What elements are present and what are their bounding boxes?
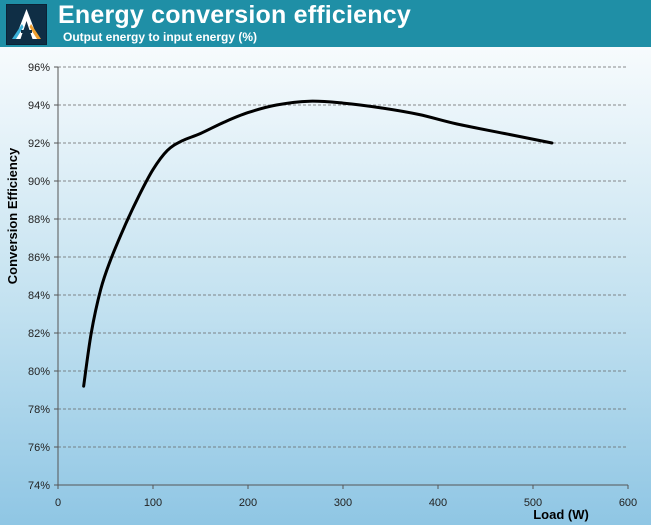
x-tick-label: 100 <box>144 497 162 509</box>
x-tick-label: 600 <box>619 497 637 509</box>
y-tick-label: 76% <box>28 442 50 454</box>
y-tick-label: 92% <box>28 138 50 150</box>
chart-background <box>0 47 651 525</box>
x-axis-title: Load (W) <box>533 507 589 522</box>
y-tick-label: 78% <box>28 404 50 416</box>
y-tick-label: 90% <box>28 176 50 188</box>
y-tick-label: 96% <box>28 62 50 74</box>
y-tick-label: 94% <box>28 100 50 112</box>
page-title: Energy conversion efficiency <box>58 1 411 29</box>
x-tick-label: 200 <box>239 497 257 509</box>
header-banner: Energy conversion efficiency Output ener… <box>0 0 651 47</box>
x-tick-label: 300 <box>334 497 352 509</box>
page-subtitle: Output energy to input energy (%) <box>63 30 257 44</box>
A-letter-logo-icon <box>6 4 47 45</box>
y-tick-label: 86% <box>28 252 50 264</box>
y-tick-label: 80% <box>28 366 50 378</box>
efficiency-line-chart: 74% 76% 78% 80% 82% 84% 86% 88% 90% 92% 94% 96% 0 100… <box>0 47 651 525</box>
x-tick-label: 0 <box>55 497 61 509</box>
x-tick-label: 400 <box>429 497 447 509</box>
y-tick-label: 88% <box>28 214 50 226</box>
y-tick-label: 74% <box>28 480 50 492</box>
efficiency-series-line <box>82 99 554 388</box>
y-axis-title: Conversion Efficiency <box>5 147 20 284</box>
y-tick-label: 84% <box>28 290 50 302</box>
x-tick-label: 500 <box>524 497 542 509</box>
y-tick-label: 82% <box>28 328 50 340</box>
